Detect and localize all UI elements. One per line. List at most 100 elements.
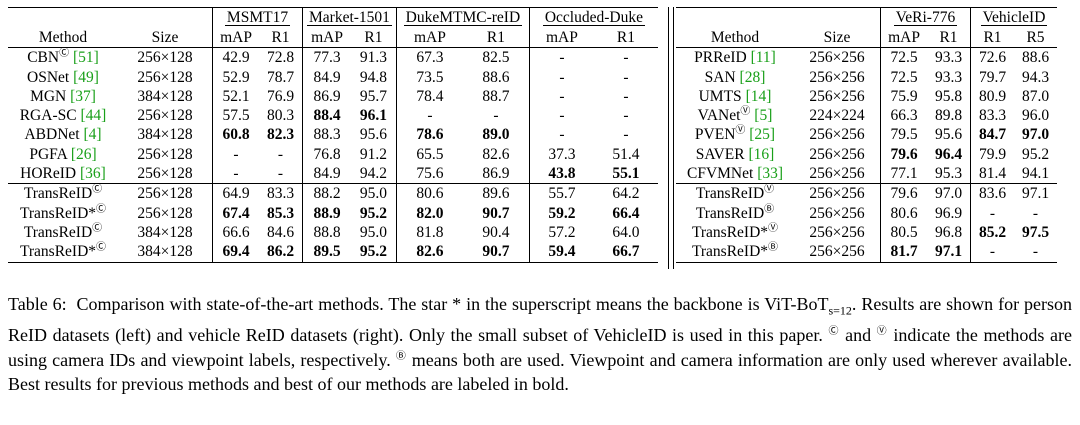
value-cell: 89.6 — [462, 183, 530, 204]
value-cell: 95.8 — [927, 86, 971, 107]
size-cell: 256×256 — [794, 183, 881, 204]
caption-sentence-1: Comparison with state-of-the-art methods… — [76, 294, 829, 314]
method-info-icon: Ⓥ — [764, 184, 775, 196]
table-row: UMTS [14] 256×256 75.9 95.8 80.9 87.0 — [676, 86, 1057, 107]
value-cell: 69.4 — [212, 242, 259, 263]
value-cell: 88.4 — [313, 107, 341, 125]
value-cell: 82.6 — [396, 242, 463, 263]
value-cell: 88.3 — [313, 126, 341, 144]
value-cell: 87.0 — [1021, 87, 1050, 105]
method-cell: UMTS [14] — [676, 87, 794, 106]
method-cell: CBNⒸ [51] — [8, 48, 118, 68]
table-row: RGA-SC [44] 256×128 57.5 80.3 88.4 96.1- - - - — [8, 106, 658, 126]
method-cell: TransReIDⒸ — [8, 223, 118, 242]
method-cell: TransReIDⒸ — [8, 183, 118, 204]
citation-link[interactable]: [25] — [749, 126, 776, 144]
value-cell: 90.7 — [462, 242, 530, 263]
value-cell: 94.2 — [351, 164, 397, 184]
group-header: VehicleID — [980, 9, 1048, 26]
method-cell: VANetⓋ [5] — [676, 106, 794, 125]
table-row: TransReID*Ⓑ 256×256 81.7 97.1- - — [676, 242, 1057, 263]
table-row: PGFA [26] 256×128- -76.8 91.2 65.5 82.6 37.3 51… — [8, 144, 658, 165]
value-cell: 83.6 — [970, 183, 1014, 204]
method-cell: TransReID*Ⓑ — [676, 242, 794, 263]
col-header: mAP — [880, 27, 927, 49]
value-cell: 89.0 — [462, 125, 530, 145]
citation-link[interactable]: [44] — [80, 107, 107, 125]
citation-link[interactable]: [49] — [73, 68, 99, 86]
value-cell: 84.9 — [313, 68, 341, 86]
method-cell: TransReID*Ⓥ — [676, 223, 794, 242]
value-cell: 72.5 — [890, 49, 918, 67]
citation-link[interactable]: [5] — [754, 107, 773, 125]
citation-link[interactable]: [28] — [739, 68, 766, 86]
value-cell: 82.5 — [462, 47, 530, 68]
value-cell: 84.6 — [259, 222, 303, 243]
value-cell: 79.6 — [880, 183, 927, 204]
table-row: PVENⓋ [25] 256×256 79.5 95.6 84.7 97.0 — [676, 125, 1057, 145]
size-cell: 256×256 — [794, 125, 881, 145]
value-cell: 90.4 — [462, 222, 530, 243]
citation-link[interactable]: [16] — [748, 145, 775, 163]
value-cell: 75.9 — [890, 87, 918, 105]
value-cell: - — [427, 107, 433, 125]
citation-link[interactable]: [26] — [70, 145, 97, 163]
table-row: VANetⓋ [5] 224×224 66.3 89.8 83.3 96.0 — [676, 106, 1057, 126]
size-cell: 256×256 — [794, 67, 881, 87]
value-cell: 57.2 — [548, 223, 576, 241]
value-cell: - — [233, 145, 239, 163]
value-cell: 82.0 — [416, 204, 444, 222]
value-cell: 88.7 — [462, 86, 530, 107]
value-cell: 88.6 — [462, 67, 530, 87]
size-cell: 256×128 — [118, 144, 213, 165]
value-cell: 66.6 — [222, 223, 250, 241]
caption-period: . — [851, 294, 857, 314]
value-cell: 91.3 — [351, 47, 397, 68]
value-cell: 86.2 — [259, 242, 303, 263]
citation-link[interactable]: [33] — [757, 165, 784, 183]
citation-link[interactable]: [4] — [83, 126, 102, 144]
value-cell: 72.6 — [978, 49, 1007, 67]
vehicle-reid-table: VeRi-776 VehicleID Method Size mAP R1 R1… — [676, 7, 1057, 263]
table-row: SAVER [16] 256×256 79.6 96.4 79.9 95.2 — [676, 144, 1057, 165]
value-cell: - — [989, 204, 996, 222]
size-cell: 256×128 — [118, 106, 213, 126]
method-cell: RGA-SC [44] — [8, 106, 118, 125]
table-row: TransReID*Ⓥ 256×256 80.5 96.8 85.2 97.5 — [676, 222, 1057, 243]
value-cell: 97.1 — [927, 242, 971, 263]
citation-link[interactable]: [11] — [750, 49, 776, 67]
method-name: TransReID* — [19, 243, 97, 261]
citation-link[interactable]: [51] — [72, 49, 99, 67]
size-cell: 256×256 — [794, 203, 881, 223]
value-cell: 77.3 — [313, 49, 341, 67]
citation-link[interactable]: [36] — [80, 165, 106, 183]
method-cell: HOReID [36] — [8, 164, 118, 184]
value-cell: - — [259, 144, 303, 165]
left-group-header-row: MSMT17 Market-1501 DukeMTMC-reID Occlude… — [8, 7, 658, 28]
value-cell: 97.0 — [927, 183, 971, 204]
method-info-icon: Ⓥ — [740, 106, 751, 118]
value-cell: 76.8 — [313, 145, 341, 163]
value-cell: 83.3 — [978, 107, 1007, 125]
method-name: HOReID — [20, 165, 77, 183]
method-name: TransReID — [23, 185, 93, 203]
value-cell: - — [623, 126, 629, 144]
value-cell: 66.7 — [593, 242, 658, 263]
method-name: CBN — [27, 49, 60, 67]
value-cell: 52.9 — [222, 68, 250, 86]
method-name: MGN — [30, 87, 67, 105]
citation-link[interactable]: [37] — [70, 87, 96, 105]
value-cell: 83.3 — [259, 183, 303, 204]
method-cell: TransReID*Ⓒ — [8, 242, 118, 263]
method-name: ABDNet — [24, 126, 80, 144]
size-cell: 256×256 — [794, 164, 881, 184]
value-cell: 88.6 — [1021, 49, 1050, 67]
size-cell: 384×128 — [118, 125, 213, 145]
method-cell: OSNet [49] — [8, 68, 118, 87]
value-cell: 79.6 — [890, 145, 918, 163]
citation-link[interactable]: [14] — [745, 87, 772, 105]
method-name: TransReID* — [19, 204, 97, 222]
value-cell: - — [559, 49, 565, 67]
col-header: R1 — [927, 27, 971, 49]
value-cell: 66.3 — [890, 107, 918, 125]
